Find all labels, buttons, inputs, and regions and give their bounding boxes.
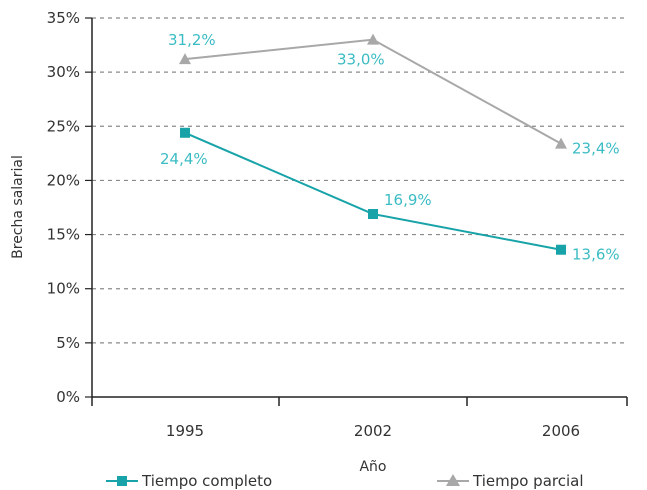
grid-lines — [92, 17, 627, 344]
x-tick-label: 2006 — [542, 422, 580, 440]
data-label: 16,9% — [384, 191, 432, 209]
y-tick-label: 35% — [47, 9, 80, 27]
y-tick-labels: 0% 5% 10% 15% 20% 25% 30% 35% — [47, 9, 92, 406]
legend-marker-square — [117, 476, 127, 486]
data-point-square — [556, 244, 566, 255]
data-point-square — [368, 208, 378, 219]
y-tick-label: 30% — [47, 63, 80, 81]
x-tick-label: 2002 — [354, 422, 392, 440]
data-label: 23,4% — [572, 140, 620, 158]
y-tick-label: 10% — [47, 280, 80, 298]
series-line-tiempo-completo — [184, 131, 562, 251]
data-label: 13,6% — [572, 246, 620, 264]
legend-marker-triangle — [446, 474, 460, 486]
y-tick-label: 5% — [56, 334, 80, 352]
data-label: 31,2% — [168, 31, 216, 49]
x-axis-title: Año — [359, 459, 386, 475]
data-label: 33,0% — [337, 51, 385, 69]
y-tick-label: 20% — [47, 171, 80, 189]
y-axis-title: Brecha salarial — [10, 155, 26, 259]
y-tick-label: 25% — [47, 117, 80, 135]
data-point-square — [180, 127, 190, 138]
axes — [91, 18, 627, 398]
data-point-triangle — [179, 53, 191, 65]
data-point-triangle — [367, 33, 379, 45]
y-tick-label: 0% — [56, 388, 80, 406]
legend-label: Tiempo parcial — [472, 472, 584, 490]
series-group — [179, 33, 567, 255]
data-point-triangle — [555, 137, 567, 149]
legend-label: Tiempo completo — [141, 472, 272, 490]
x-tick-labels: 1995 2002 2006 — [91, 397, 628, 440]
data-labels: 24,4% 16,9% 13,6% 31,2% 33,0% 23,4% — [160, 31, 620, 264]
x-tick-label: 1995 — [166, 422, 204, 440]
legend: Tiempo completo Tiempo parcial — [106, 472, 584, 490]
y-tick-label: 15% — [47, 226, 80, 244]
data-label: 24,4% — [160, 150, 208, 168]
